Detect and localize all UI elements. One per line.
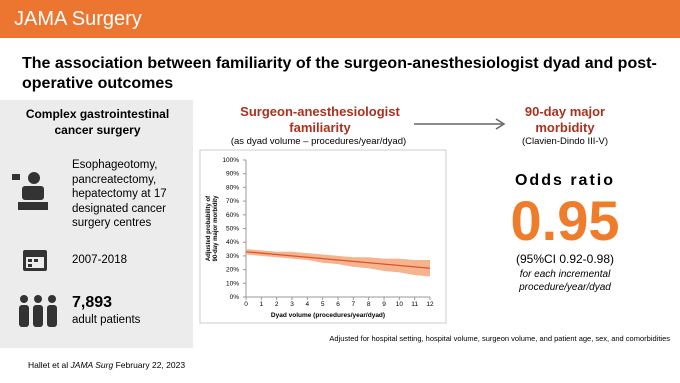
y-tick-label: 90% — [226, 171, 239, 178]
procedures: Esophageotomy, pancreatectomy, hepatecto… — [72, 159, 167, 229]
chart-frame — [199, 149, 447, 324]
patients-label: adult patients — [72, 314, 141, 326]
x-tick-label: 7 — [352, 301, 356, 308]
y-tick-label: 80% — [226, 184, 239, 191]
y-tick-label: 40% — [226, 239, 239, 246]
y-tick-label: 0% — [230, 294, 240, 301]
exposure-subtitle: (as dyad volume – procedures/year/dyad) — [230, 136, 407, 147]
left-panel — [0, 100, 193, 348]
x-tick-label: 0 — [244, 301, 248, 308]
x-tick-label: 8 — [367, 301, 371, 308]
panel-heading: Complex gastrointestinal cancer surgery — [25, 107, 170, 137]
surgery-icon — [12, 172, 48, 210]
people-icon — [19, 295, 57, 327]
result-value: 0.95 — [510, 189, 620, 252]
brand: JAMA Surgery — [14, 8, 142, 30]
line — [245, 251, 431, 269]
x-tick-label: 3 — [290, 301, 294, 308]
outcome-title: 90-day major morbidity — [524, 104, 606, 135]
citation-journal: JAMA Surg — [70, 360, 114, 370]
y-tick-label: 70% — [226, 198, 239, 205]
exposure-title: Surgeon-anesthesiologist familiarity — [240, 104, 400, 135]
x-tick-label: 4 — [306, 301, 310, 308]
ci-band — [246, 249, 430, 277]
y-axis-label: Adjusted probability of — [206, 195, 212, 261]
x-tick-label: 6 — [336, 301, 340, 308]
x-axis-label: Dyad volume (procedures/year/dyad) — [271, 312, 385, 319]
citation-date: February 22, 2023 — [115, 360, 186, 370]
result-label: Odds ratio — [514, 172, 615, 189]
footnote: Adjusted for hospital setting, hospital … — [329, 334, 670, 343]
arrow — [414, 118, 506, 130]
citation: Hallet et al JAMA Surg February 22, 2023 — [28, 360, 185, 370]
patients-count: 7,893 — [72, 294, 113, 311]
x-tick-label: 5 — [321, 301, 325, 308]
y-tick-label: 30% — [226, 253, 239, 260]
result-ci: (95%CI 0.92-0.98) — [515, 252, 615, 266]
result-note: for each incremental procedure/year/dyad — [519, 269, 611, 293]
title: The association between familiarity of t… — [22, 55, 657, 92]
y-tick-label: 50% — [226, 226, 239, 233]
x-tick-label: 11 — [411, 301, 418, 308]
y-tick-label: 20% — [226, 267, 239, 274]
x-tick-label: 12 — [426, 301, 434, 308]
period: 2007-2018 — [72, 254, 127, 266]
x-tick-label: 9 — [382, 301, 386, 308]
y-tick-label: 100% — [222, 157, 239, 164]
header-bar — [0, 0, 680, 38]
citation-authors: Hallet et al — [28, 360, 69, 370]
x-tick-label: 10 — [396, 301, 404, 308]
y-tick-label: 60% — [226, 212, 239, 219]
calendar-icon — [23, 250, 47, 271]
x-tick-label: 2 — [275, 301, 279, 308]
y-axis-label: 90-day major morbidity — [213, 195, 219, 262]
y-tick-label: 10% — [226, 280, 239, 287]
outcome-subtitle: (Clavien-Dindo III-V) — [521, 136, 609, 147]
x-tick-label: 1 — [260, 301, 264, 308]
